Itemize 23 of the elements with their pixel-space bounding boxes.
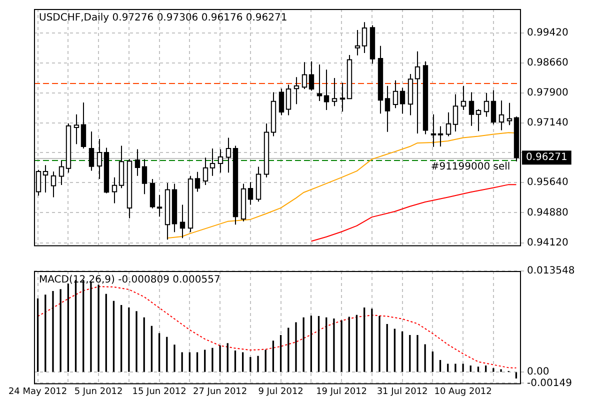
y-tick-label: -0.00149 (527, 378, 572, 389)
y-tick-label: 0.97900 (527, 88, 568, 99)
chart-title: MACD(12,26,9) -0.000809 0.000557 (39, 274, 220, 286)
y-tick-label: 0.013548 (527, 266, 575, 277)
chart-title: USDCHF,Daily 0.97276 0.97306 0.96176 0.96271 (39, 12, 288, 24)
y-tick-label: 0.94120 (527, 237, 568, 248)
ref-line-label: 0.96271 (526, 152, 568, 164)
y-tick-label: 0.95640 (527, 177, 568, 188)
y-tick-label: 0.94880 (527, 207, 568, 218)
y-tick-label: 0.00 (527, 366, 550, 378)
x-tick-label: 24 May 2012 (8, 386, 68, 397)
x-tick-label: 27 Jun 2012 (192, 386, 248, 397)
line-series (37, 286, 517, 368)
x-tick-label: 5 Jun 2012 (74, 386, 123, 397)
x-tick-label: 31 Jul 2012 (376, 386, 428, 397)
y-tick-label: 0.98660 (527, 57, 568, 68)
y-tick-label: 0.99420 (527, 27, 568, 38)
x-tick-label: 15 Jun 2012 (132, 386, 186, 397)
ref-line-label: #91199000 sell (430, 162, 510, 173)
x-tick-label: 9 Jul 2012 (258, 386, 304, 397)
x-tick-label: 10 Aug 2012 (434, 386, 492, 397)
x-tick-label: 19 Jul 2012 (316, 386, 368, 397)
y-tick-label: 0.97140 (527, 118, 568, 129)
